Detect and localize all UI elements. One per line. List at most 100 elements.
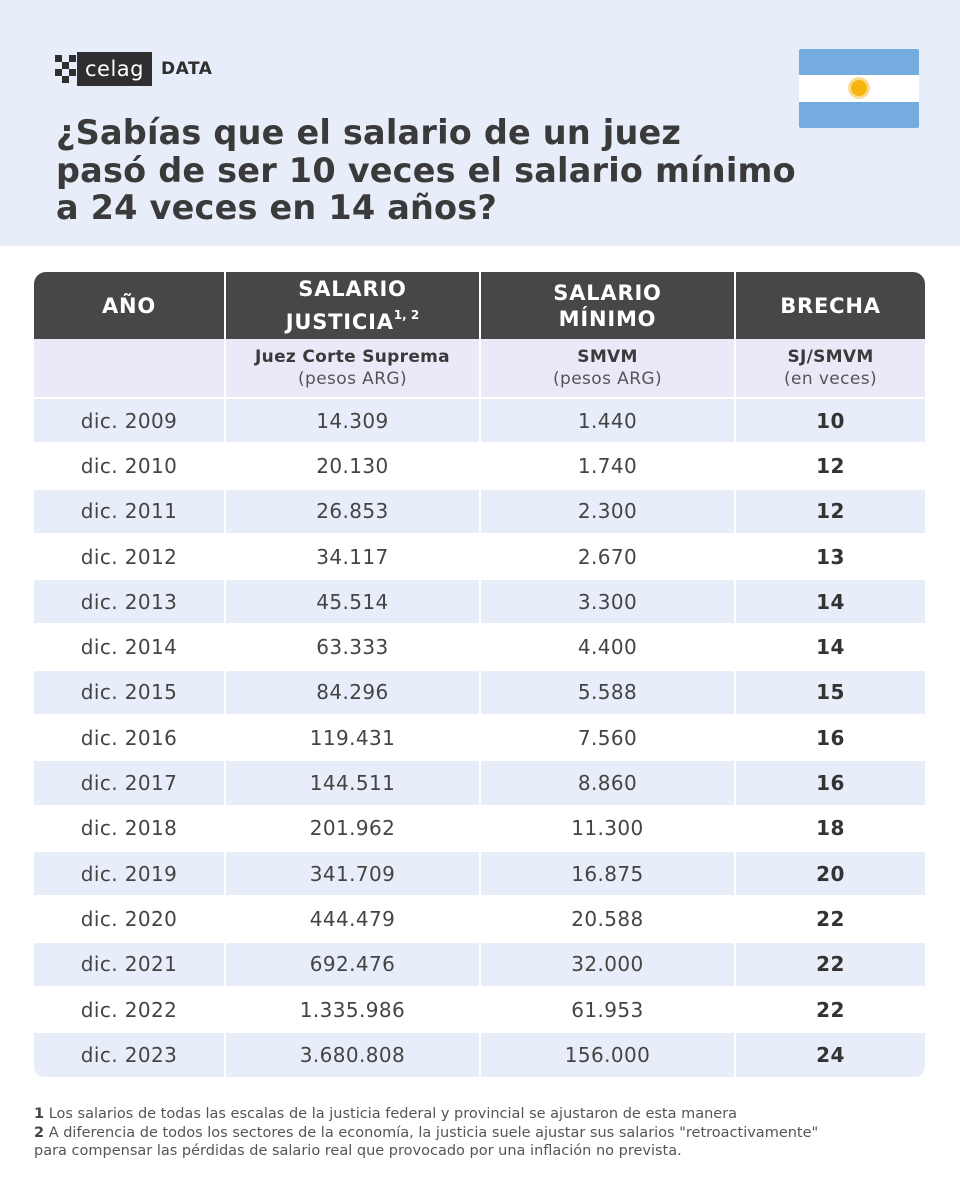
subheader-minimum: SMVM (pesos ARG) — [479, 339, 735, 398]
cell-gap: 24 — [734, 1031, 925, 1078]
footnotes: 1 Los salarios de todas las escalas de l… — [34, 1105, 934, 1161]
cell-minimum: 16.875 — [479, 849, 735, 897]
header-year: AÑO — [34, 272, 225, 339]
subheader-justice: Juez Corte Suprema (pesos ARG) — [224, 339, 480, 398]
header-gap: BRECHA — [734, 272, 925, 339]
cell-minimum: 2.670 — [479, 532, 735, 580]
cell-gap: 22 — [734, 940, 925, 987]
cell-minimum: 3.300 — [479, 578, 735, 625]
logo-suffix: DATA — [161, 59, 213, 79]
cell-year: dic. 2017 — [34, 759, 225, 806]
footnote-1: 1 Los salarios de todas las escalas de l… — [34, 1106, 738, 1122]
cell-year: dic. 2020 — [34, 895, 225, 942]
title-line-2: pasó de ser 10 veces el salario mínimo — [56, 150, 796, 190]
table-row: dic. 2015 84.296 5.588 15 — [34, 668, 925, 716]
cell-gap: 16 — [734, 714, 925, 761]
table-row: dic. 2010 20.130 1.740 12 — [34, 442, 925, 489]
cell-minimum: 32.000 — [479, 940, 735, 987]
cell-gap: 22 — [734, 895, 925, 942]
subheader-year — [34, 339, 225, 398]
cell-minimum: 11.300 — [479, 804, 735, 851]
cell-justice: 84.296 — [224, 668, 480, 716]
cell-year: dic. 2021 — [34, 940, 225, 987]
cell-justice: 1.335.986 — [224, 985, 480, 1033]
cell-justice: 444.479 — [224, 895, 480, 942]
table-row: dic. 2009 14.309 1.440 10 — [34, 396, 925, 444]
footnote-2: 2 A diferencia de todos los sectores de … — [34, 1124, 819, 1141]
footnote-ref: 1, 2 — [393, 308, 420, 322]
cell-minimum: 1.440 — [479, 396, 735, 444]
logo-pixel-icon — [55, 51, 77, 87]
cell-justice: 692.476 — [224, 940, 480, 987]
cell-minimum: 61.953 — [479, 985, 735, 1033]
cell-year: dic. 2013 — [34, 578, 225, 625]
cell-year: dic. 2018 — [34, 804, 225, 851]
cell-justice: 45.514 — [224, 578, 480, 625]
cell-gap: 10 — [734, 396, 925, 444]
table-row: dic. 2021 692.476 32.000 22 — [34, 940, 925, 987]
table-row: dic. 2012 34.117 2.670 13 — [34, 532, 925, 580]
cell-minimum: 5.588 — [479, 668, 735, 716]
table-row: dic. 2016 119.431 7.560 16 — [34, 714, 925, 761]
table-row: dic. 2017 144.511 8.860 16 — [34, 759, 925, 806]
cell-minimum: 8.860 — [479, 759, 735, 806]
cell-year: dic. 2014 — [34, 623, 225, 670]
table-row: dic. 2011 26.853 2.300 12 — [34, 487, 925, 534]
table-row: dic. 2022 1.335.986 61.953 22 — [34, 985, 925, 1033]
cell-justice: 63.333 — [224, 623, 480, 670]
argentina-flag-icon — [799, 49, 919, 128]
subheader-gap: SJ/SMVM (en veces) — [734, 339, 925, 398]
cell-justice: 144.511 — [224, 759, 480, 806]
cell-gap: 14 — [734, 578, 925, 625]
cell-gap: 20 — [734, 849, 925, 897]
cell-year: dic. 2011 — [34, 487, 225, 534]
header-salary-minimum: SALARIO MÍNIMO — [479, 272, 735, 339]
table-header-row: AÑO SALARIO JUSTICIA1, 2 SALARIO MÍNIMO … — [34, 272, 925, 339]
cell-justice: 26.853 — [224, 487, 480, 534]
cell-year: dic. 2016 — [34, 714, 225, 761]
cell-justice: 20.130 — [224, 442, 480, 489]
cell-gap: 18 — [734, 804, 925, 851]
cell-year: dic. 2023 — [34, 1031, 225, 1078]
salary-table: AÑO SALARIO JUSTICIA1, 2 SALARIO MÍNIMO … — [34, 272, 925, 1078]
table-row: dic. 2020 444.479 20.588 22 — [34, 895, 925, 942]
cell-gap: 14 — [734, 623, 925, 670]
cell-minimum: 7.560 — [479, 714, 735, 761]
cell-gap: 12 — [734, 442, 925, 489]
cell-gap: 12 — [734, 487, 925, 534]
cell-minimum: 1.740 — [479, 442, 735, 489]
cell-justice: 341.709 — [224, 849, 480, 897]
header-salary-justice: SALARIO JUSTICIA1, 2 — [224, 272, 480, 339]
cell-minimum: 156.000 — [479, 1031, 735, 1078]
cell-justice: 3.680.808 — [224, 1031, 480, 1078]
page-title: ¿Sabías que el salario de un juez pasó d… — [56, 114, 916, 227]
cell-year: dic. 2019 — [34, 849, 225, 897]
sun-of-may-icon — [851, 80, 867, 97]
cell-year: dic. 2012 — [34, 532, 225, 580]
cell-minimum: 4.400 — [479, 623, 735, 670]
table-row: dic. 2019 341.709 16.875 20 — [34, 849, 925, 897]
cell-justice: 14.309 — [224, 396, 480, 444]
celag-data-logo: celag DATA — [55, 51, 212, 87]
cell-gap: 15 — [734, 668, 925, 716]
table-subheader-row: Juez Corte Suprema (pesos ARG) SMVM (pes… — [34, 339, 925, 398]
table-row: dic. 2013 45.514 3.300 14 — [34, 578, 925, 625]
cell-gap: 13 — [734, 532, 925, 580]
cell-justice: 34.117 — [224, 532, 480, 580]
cell-year: dic. 2022 — [34, 985, 225, 1033]
table-row: dic. 2023 3.680.808 156.000 24 — [34, 1031, 925, 1078]
logo-wordmark: celag — [77, 52, 152, 86]
cell-gap: 16 — [734, 759, 925, 806]
title-line-3: a 24 veces en 14 años? — [56, 188, 498, 227]
table-row: dic. 2018 201.962 11.300 18 — [34, 804, 925, 851]
cell-justice: 119.431 — [224, 714, 480, 761]
cell-minimum: 2.300 — [479, 487, 735, 534]
cell-year: dic. 2010 — [34, 442, 225, 489]
cell-gap: 22 — [734, 985, 925, 1033]
table-row: dic. 2014 63.333 4.400 14 — [34, 623, 925, 670]
cell-justice: 201.962 — [224, 804, 480, 851]
footnote-2-cont: para compensar las pérdidas de salario r… — [34, 1143, 682, 1159]
cell-year: dic. 2015 — [34, 668, 225, 716]
title-line-1: ¿Sabías que el salario de un juez — [56, 113, 682, 152]
cell-year: dic. 2009 — [34, 396, 225, 444]
